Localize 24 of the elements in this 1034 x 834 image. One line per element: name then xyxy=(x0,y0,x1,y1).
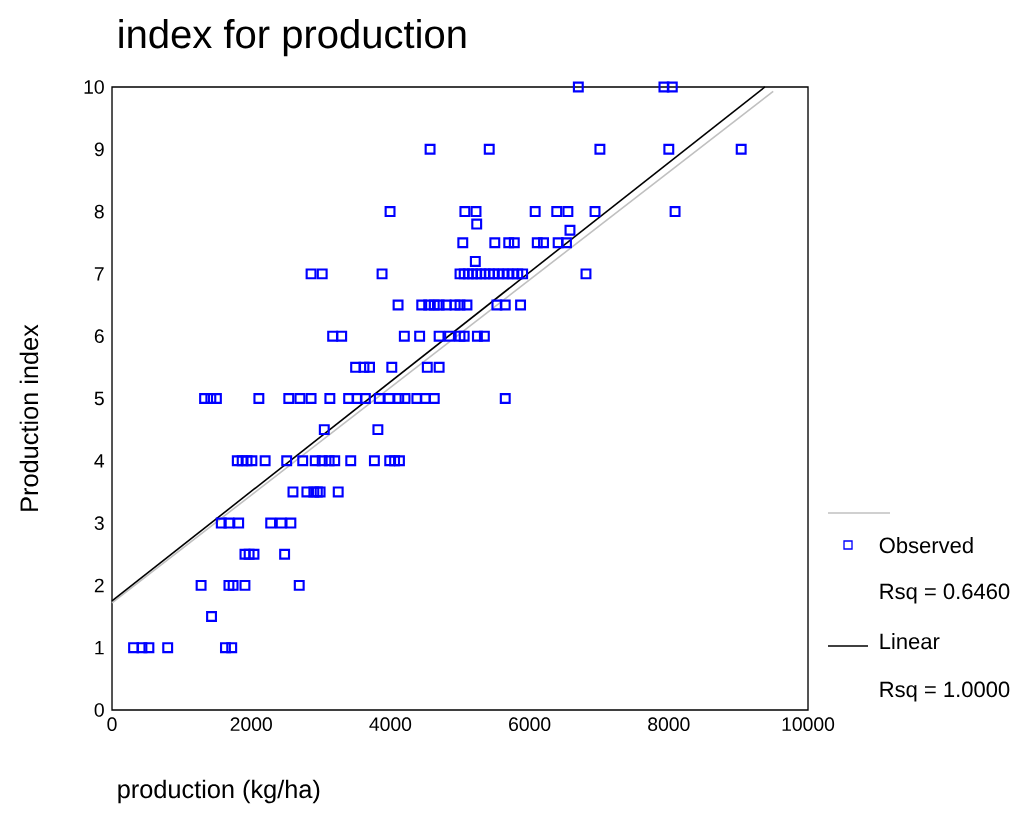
y-tick-label: 5 xyxy=(94,391,104,406)
x-tick-label: 0 xyxy=(107,717,117,732)
y-tick-label: 7 xyxy=(94,267,104,281)
y-tick-label: 10 xyxy=(84,80,104,94)
y-tick-label: 9 xyxy=(94,142,104,157)
chart-title: index for production xyxy=(119,19,466,57)
y-axis-title: Production index xyxy=(19,324,39,511)
legend-label: Observed xyxy=(879,537,973,554)
x-axis-title: production (kg/ha) xyxy=(118,779,320,804)
text: Rsq = 1.0000 xyxy=(880,681,1010,702)
x-tick-label: 10000 xyxy=(782,717,835,732)
legend-label: Linear xyxy=(880,633,940,650)
x-tick-label: 8000 xyxy=(648,717,690,732)
x-tick-label: 2000 xyxy=(230,717,272,732)
y-tick-label: 3 xyxy=(94,516,104,530)
y-tick-label: 4 xyxy=(94,454,105,468)
x-tick-label: 4000 xyxy=(369,717,412,732)
y-tick-label: 8 xyxy=(94,204,104,219)
x-tick-label: 6000 xyxy=(509,717,551,732)
y-tick-label: 1 xyxy=(95,641,104,655)
y-tick-label: 6 xyxy=(94,329,104,344)
y-tick-label: 0 xyxy=(94,703,104,717)
y-tick-label: 2 xyxy=(94,578,104,593)
text: Rsq = 0.6460 xyxy=(880,583,1010,604)
